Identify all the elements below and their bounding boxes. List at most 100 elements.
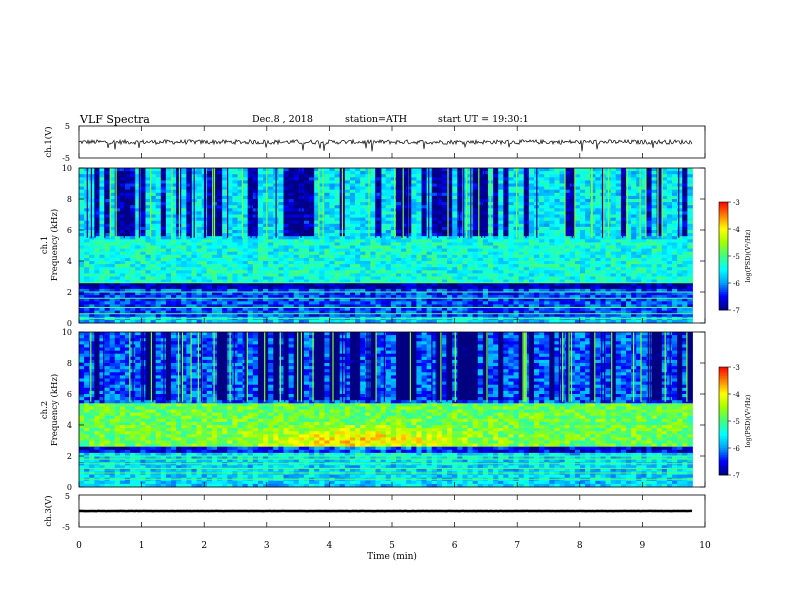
spectrogram-cell xyxy=(145,242,151,246)
spectrogram-cell xyxy=(539,177,545,181)
spectrogram-cell xyxy=(94,254,100,259)
spectrogram-cell xyxy=(135,276,141,280)
spectrogram-cell xyxy=(477,270,484,274)
spectrogram-cell xyxy=(140,233,146,237)
spectrogram-cell xyxy=(559,233,566,237)
spectrogram-cell xyxy=(508,233,514,237)
spectrogram-cell xyxy=(314,245,320,249)
spectrogram-cell xyxy=(109,186,116,191)
spectrogram-cell xyxy=(534,273,540,277)
spectrogram-cell xyxy=(99,230,105,234)
spectrogram-cell xyxy=(329,288,336,293)
spectrogram-cell xyxy=(477,273,484,277)
spectrogram-cell xyxy=(160,313,167,318)
spectrogram-cell xyxy=(155,214,162,218)
spectrogram-cell xyxy=(452,208,458,212)
spectrogram-cell xyxy=(349,295,356,299)
spectrogram-cell xyxy=(114,295,121,299)
spectrogram-cell xyxy=(431,285,438,290)
spectrogram-cell xyxy=(119,310,126,315)
spectrogram-cell xyxy=(375,307,382,311)
spectrogram-cell xyxy=(242,183,249,187)
spectrogram-cell xyxy=(94,195,100,200)
spectrogram-cell xyxy=(252,223,259,228)
spectrogram-cell xyxy=(416,174,422,178)
spectrogram-cell xyxy=(534,301,540,305)
spectrogram-cell xyxy=(518,236,525,240)
spectrogram-cell xyxy=(303,195,310,200)
spectrogram-cell xyxy=(477,171,484,175)
spectrogram-cell xyxy=(370,301,376,305)
ch1-ytick-bottom: -5 xyxy=(62,154,70,163)
spectrogram-cell xyxy=(125,226,131,231)
spectrogram-cell xyxy=(523,310,530,315)
spectrogram-cell xyxy=(191,267,197,271)
spectrogram-cell xyxy=(283,313,289,318)
spectrogram-cell xyxy=(288,174,295,178)
spectrogram-cell xyxy=(171,217,177,222)
spectrogram-cell xyxy=(523,285,530,290)
spectrogram-cell xyxy=(513,270,520,274)
spectrogram-cell xyxy=(564,245,571,249)
spectrogram-cell xyxy=(436,239,443,243)
spectrogram-cell xyxy=(186,195,192,200)
spectrogram-cell xyxy=(288,183,295,187)
spectrogram-cell xyxy=(482,313,489,318)
spectrogram-cell xyxy=(242,208,249,212)
spectrogram-cell xyxy=(135,267,141,271)
spectrogram-cell xyxy=(247,307,254,311)
spectrogram-cell xyxy=(406,298,412,302)
ch1-waveform-line xyxy=(78,138,693,152)
spectrogram-cell xyxy=(528,168,535,172)
spectrogram-cell xyxy=(411,282,417,287)
spectrogram-cell xyxy=(217,257,223,262)
spectrogram-cell xyxy=(518,202,525,206)
spectrogram-cell xyxy=(303,248,310,253)
spectrogram-cell xyxy=(385,257,392,262)
spectrogram-cell xyxy=(196,174,203,178)
spectrogram-cell xyxy=(303,236,310,240)
spectrogram-cell xyxy=(534,304,540,308)
spectrogram-cell xyxy=(109,267,116,271)
spectrogram-cell xyxy=(564,233,571,237)
spectrogram-cell xyxy=(114,239,121,243)
spectrogram-cell xyxy=(508,236,514,240)
spectrogram-cell xyxy=(554,171,560,175)
spectrogram-cell xyxy=(237,285,243,290)
spectrogram-cell xyxy=(191,285,197,290)
spectrogram-cell xyxy=(493,264,499,268)
spectrogram-cell xyxy=(431,288,438,293)
spectrogram-cell xyxy=(539,168,545,172)
spectrogram-cell xyxy=(401,261,407,265)
spectrogram-cell xyxy=(447,261,453,265)
spectrogram-cell xyxy=(513,236,520,240)
spectrogram-cell xyxy=(288,202,295,206)
spectrogram-cell xyxy=(217,276,223,280)
spectrogram-cell xyxy=(140,220,146,225)
spectrogram-cell xyxy=(477,174,484,178)
spectrogram-cell xyxy=(508,242,514,246)
spectrogram-cell xyxy=(395,295,402,299)
spectrogram-cell xyxy=(242,199,249,203)
spectrogram-cell xyxy=(119,273,126,277)
spectrogram-cell xyxy=(252,186,259,191)
spectrogram-cell xyxy=(585,168,591,172)
spectrogram-cell xyxy=(217,171,223,175)
spectrogram-cell xyxy=(482,236,489,240)
spectrogram-cell xyxy=(232,285,238,290)
spectrogram-cell xyxy=(349,211,356,215)
spectrogram-cell xyxy=(171,248,177,253)
spectrogram-cell xyxy=(222,285,228,290)
spectrogram-cell xyxy=(288,236,295,240)
spectrogram-cell xyxy=(380,205,387,209)
spectrogram-cell xyxy=(196,205,203,209)
spectrogram-cell xyxy=(89,257,95,262)
spectrogram-cell xyxy=(370,267,376,271)
spectrogram-cell xyxy=(211,273,218,277)
spectrogram-cell xyxy=(196,236,203,240)
spectrogram-cell xyxy=(247,288,254,293)
spectrogram-cell xyxy=(227,251,233,256)
spectrogram-cell xyxy=(263,298,269,302)
spectrogram-cell xyxy=(370,261,376,265)
spectrogram-cell xyxy=(508,199,514,203)
